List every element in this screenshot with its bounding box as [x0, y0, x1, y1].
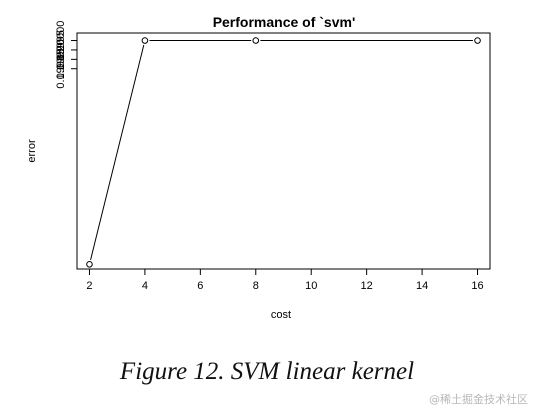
chart-title: Performance of `svm'	[213, 14, 356, 30]
x-axis-label: cost	[271, 309, 291, 321]
y-tick-label: 0.19985	[55, 49, 67, 89]
series-layer	[86, 37, 481, 268]
data-point	[86, 260, 93, 268]
y-tick-label: 0.20000	[55, 21, 67, 61]
x-tick-label: 8	[253, 280, 259, 292]
y-axis-label: error	[26, 139, 38, 163]
x-tick-label: 4	[142, 280, 148, 292]
data-point	[252, 37, 260, 44]
data-point	[474, 37, 481, 44]
plot-frame	[76, 32, 491, 270]
y-tick-label: 0.19990	[55, 39, 67, 79]
x-tick-label: 6	[197, 280, 203, 292]
y-tick-label: 0.19995	[55, 30, 67, 70]
x-tick-label: 2	[86, 280, 92, 292]
x-tick-label: 10	[305, 280, 317, 292]
watermark: @稀土掘金技术社区	[429, 393, 528, 406]
x-tick-label: 14	[416, 280, 428, 292]
x-axis: 2 4 6 8 10 12 14 16	[86, 269, 484, 292]
x-tick-label: 16	[471, 280, 483, 292]
x-tick-label: 12	[361, 280, 373, 292]
chart: Performance of `svm' 2 4 6 8 10 12 14 16 0.1998…	[26, 14, 491, 321]
series-line-segment	[90, 44, 145, 260]
data-point	[141, 37, 149, 44]
figure-caption: Figure 12. SVM linear kernel	[119, 358, 415, 385]
